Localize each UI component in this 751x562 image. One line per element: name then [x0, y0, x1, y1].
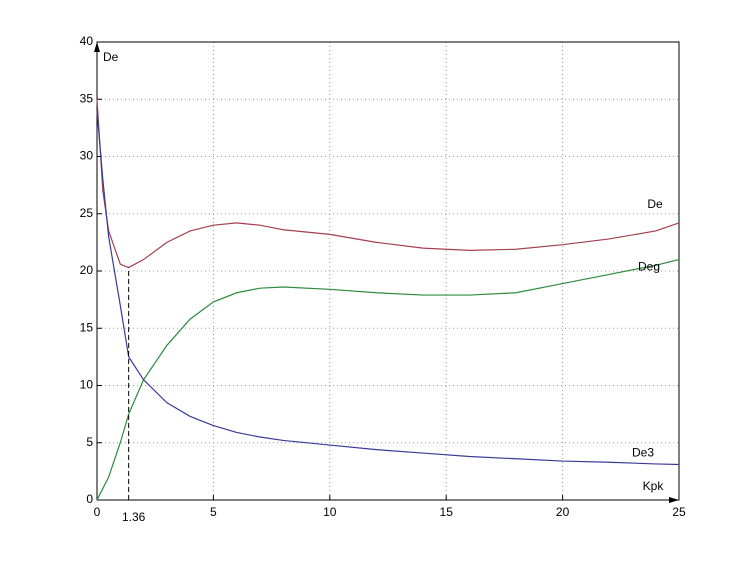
series-label: Deg: [638, 260, 660, 274]
y-tick-label: 10: [80, 378, 94, 392]
series-label: De3: [632, 446, 654, 460]
y-tick-label: 0: [86, 492, 93, 506]
y-tick-label: 25: [80, 206, 94, 220]
marker-label: 1.36: [122, 510, 146, 524]
x-axis-label: Kpk: [643, 479, 665, 493]
series-line: [96, 110, 680, 466]
x-tick-label: 0: [94, 505, 101, 519]
y-tick-label: 30: [80, 149, 94, 163]
y-tick-label: 20: [80, 263, 94, 277]
y-tick-label: 35: [80, 91, 94, 105]
y-axis-label: De: [103, 50, 119, 64]
x-tick-label: 20: [556, 505, 570, 519]
x-tick-label: 10: [323, 505, 337, 519]
series-line: [96, 258, 680, 501]
y-tick-label: 40: [80, 34, 94, 48]
plot-frame: [96, 41, 680, 501]
y-tick-label: 5: [86, 435, 93, 449]
series-label: De: [647, 197, 663, 211]
y-tick-label: 15: [80, 320, 94, 334]
x-tick-label: 15: [440, 505, 454, 519]
x-axis-arrow: [669, 497, 679, 503]
x-tick-label: 5: [210, 505, 217, 519]
series-line: [96, 99, 680, 269]
x-tick-label: 25: [672, 505, 686, 519]
y-axis-arrow: [94, 42, 100, 52]
